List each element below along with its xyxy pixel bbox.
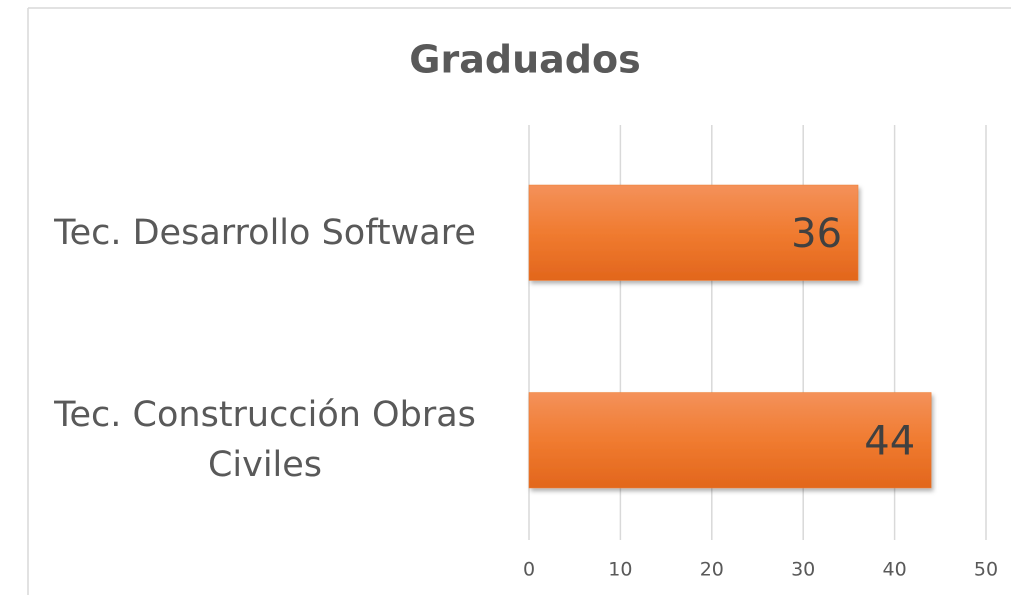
y-tick-label: Tec. Construcción Obras Civiles bbox=[54, 395, 476, 486]
x-tick-label: 10 bbox=[608, 559, 632, 581]
x-tick-label: 30 bbox=[791, 559, 815, 581]
x-tick-label: 40 bbox=[883, 559, 907, 581]
bar bbox=[528, 184, 859, 281]
data-label: 44 bbox=[864, 418, 915, 464]
y-tick-label: Tec. Desarrollo Software bbox=[54, 212, 476, 253]
x-tick-label: 20 bbox=[700, 559, 724, 581]
x-tick-label: 50 bbox=[974, 559, 998, 581]
x-tick-label: 0 bbox=[523, 559, 535, 581]
chart-title: Graduados bbox=[409, 38, 640, 82]
bar bbox=[528, 392, 932, 489]
data-label: 36 bbox=[791, 211, 842, 257]
